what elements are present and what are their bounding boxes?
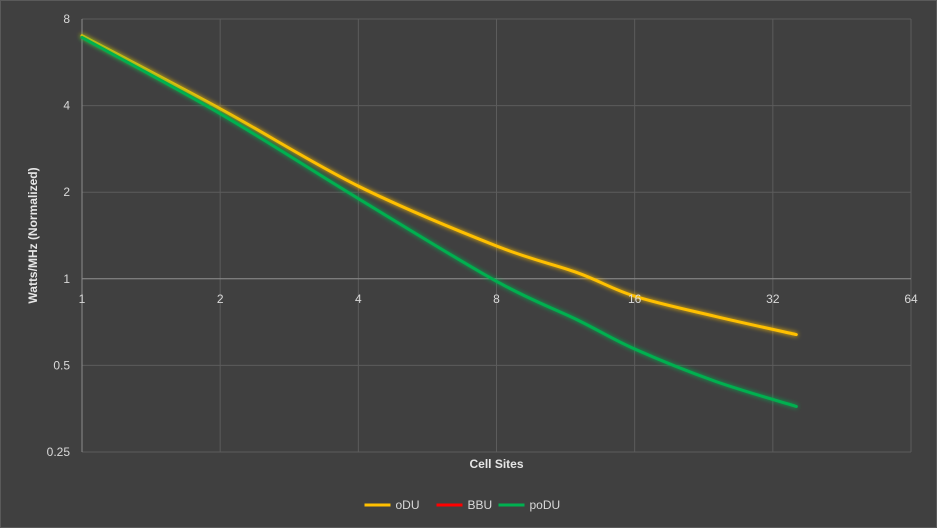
x-tick-label: 4 <box>355 292 362 306</box>
legend: oDU BBU poDU <box>364 498 561 512</box>
series-line-podu <box>80 35 798 408</box>
x-tick-label: 1 <box>79 292 86 306</box>
y-tick-label: 0.25 <box>47 445 71 459</box>
y-axis-title: Watts/MHz (Normalized) <box>26 167 40 303</box>
legend-label: oDU <box>396 498 420 512</box>
legend-item-podu: poDU <box>498 498 561 512</box>
y-tick-label: 2 <box>63 185 70 199</box>
legend-label: poDU <box>530 498 561 512</box>
y-tick-label: 1 <box>63 272 70 286</box>
y-tick-label: 0.5 <box>53 358 70 372</box>
x-tick-label: 32 <box>766 292 780 306</box>
x-tick-label: 2 <box>217 292 224 306</box>
legend-label: BBU <box>468 498 493 512</box>
x-tick-label: 16 <box>628 292 642 306</box>
tick-labels: 1 2 4 8 16 32 64 8 4 2 1 0.5 0.25 <box>47 12 918 459</box>
y-tick-label: 4 <box>63 99 70 113</box>
gridlines <box>81 18 912 453</box>
y-tick-label: 8 <box>63 12 70 26</box>
series-lines <box>80 34 798 408</box>
legend-item-bbu: BBU <box>436 498 493 512</box>
x-axis-title: Cell Sites <box>469 457 523 471</box>
legend-item-odu: oDU <box>364 498 420 512</box>
x-tick-label: 64 <box>904 292 918 306</box>
series-line-odu <box>80 34 798 337</box>
x-tick-label: 8 <box>493 292 500 306</box>
